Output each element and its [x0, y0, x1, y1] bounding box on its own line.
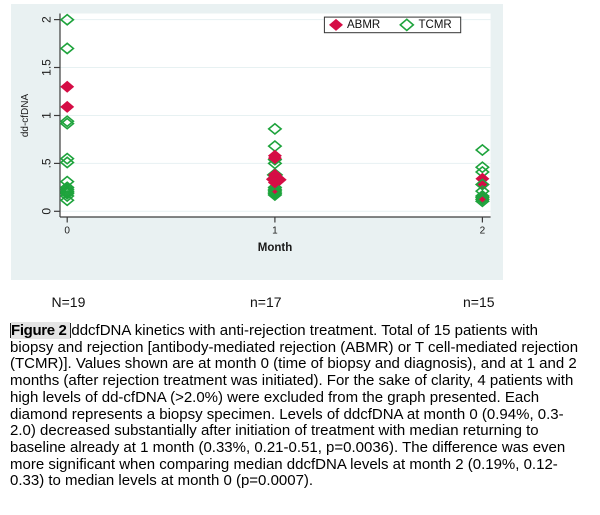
svg-text:0: 0: [40, 208, 54, 215]
svg-text:0: 0: [64, 225, 70, 236]
svg-text:1.5: 1.5: [40, 59, 54, 76]
svg-text:dd-cfDNA: dd-cfDNA: [20, 94, 31, 138]
svg-text:ABMR: ABMR: [347, 19, 380, 31]
svg-text:.5: .5: [40, 158, 54, 168]
svg-text:1: 1: [272, 225, 278, 236]
svg-text:Month: Month: [258, 242, 292, 254]
svg-text:1: 1: [40, 112, 54, 119]
svg-text:TCMR: TCMR: [419, 19, 452, 31]
svg-text:2: 2: [40, 16, 54, 23]
svg-text:2: 2: [480, 225, 486, 236]
